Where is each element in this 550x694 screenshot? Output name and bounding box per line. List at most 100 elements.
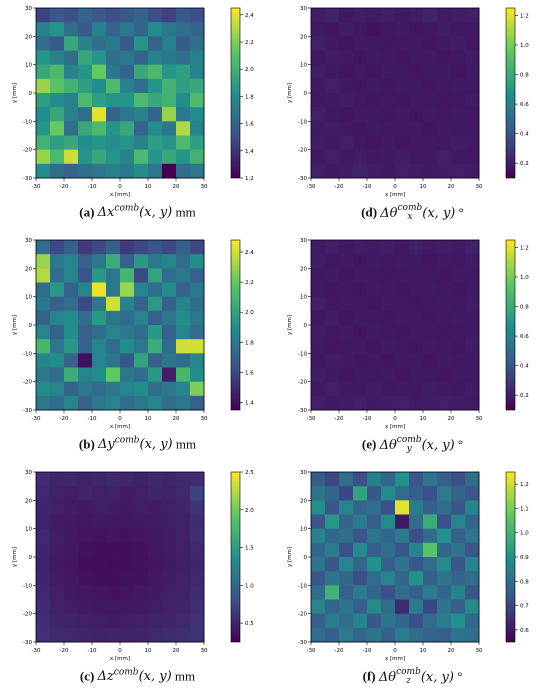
heatmap-cell bbox=[64, 339, 79, 354]
heatmap-cell bbox=[92, 353, 107, 368]
heatmap-cell bbox=[367, 395, 382, 411]
heatmap-cell bbox=[50, 599, 65, 615]
heatmap-cell bbox=[353, 50, 368, 66]
heatmap-cell bbox=[36, 8, 51, 23]
heatmap-cell bbox=[353, 254, 368, 269]
heatmap-cell bbox=[409, 514, 424, 530]
heatmap-cell bbox=[409, 36, 424, 51]
heatmap-cell bbox=[465, 50, 480, 66]
colorbar-tick-label: 1.4 bbox=[245, 400, 254, 406]
heatmap-cell bbox=[92, 254, 107, 269]
y-axis-label: y [mm] bbox=[12, 83, 18, 103]
heatmap-cell bbox=[162, 528, 177, 544]
heatmap-cell bbox=[162, 36, 177, 51]
heatmap-cell bbox=[50, 50, 65, 66]
heatmap-cell bbox=[36, 514, 51, 530]
heatmap-cell bbox=[162, 557, 177, 572]
heatmap-cell bbox=[367, 585, 382, 600]
heatmap-c: -30 -20 -10 0 10 20 30 -30 -20 -10 0 10 20 30 x [mm] y … bbox=[12, 470, 254, 662]
colorbar-tick-label: 0.4 bbox=[520, 364, 529, 370]
heatmap-cell bbox=[423, 296, 438, 312]
heatmap-cell bbox=[64, 557, 79, 572]
heatmap-cell bbox=[120, 395, 135, 411]
y-tick-label: 0 bbox=[29, 555, 33, 561]
heatmap-cell bbox=[353, 381, 368, 397]
heatmap-cell bbox=[78, 149, 93, 165]
heatmap-cell bbox=[36, 486, 51, 501]
heatmap-cell bbox=[409, 395, 424, 411]
x-tick-label: -30 bbox=[307, 416, 316, 422]
heatmap-cell bbox=[437, 107, 452, 122]
heatmap-cell bbox=[353, 514, 368, 530]
heatmap-cell bbox=[437, 254, 452, 269]
heatmap-cell bbox=[395, 121, 410, 136]
y-tick-label: 0 bbox=[304, 323, 308, 329]
heatmap-cell bbox=[190, 585, 205, 600]
heatmap-cell bbox=[353, 36, 368, 51]
heatmap-cell bbox=[423, 240, 438, 255]
heatmap-cell bbox=[437, 163, 452, 179]
heatmap-cell bbox=[134, 310, 149, 326]
heatmap-cell bbox=[36, 339, 51, 354]
colorbar-tick-label: 1.2 bbox=[520, 13, 529, 19]
caption-label: (e) bbox=[361, 436, 380, 452]
colorbar-tick-label: 0.8 bbox=[520, 305, 529, 311]
heatmap-cell bbox=[367, 282, 382, 298]
heatmap-cell bbox=[36, 36, 51, 51]
heatmap-cell bbox=[36, 149, 51, 165]
y-tick-label: -30 bbox=[23, 176, 32, 182]
x-tick-label: -30 bbox=[32, 416, 41, 422]
heatmap-cell bbox=[120, 367, 135, 383]
heatmap-cell bbox=[437, 542, 452, 558]
y-tick-label: -30 bbox=[298, 640, 307, 646]
heatmap-cell bbox=[162, 8, 177, 23]
heatmap-cell bbox=[78, 268, 93, 283]
heatmap-cell bbox=[176, 163, 191, 179]
heatmap-cell bbox=[353, 93, 368, 108]
heatmap-cell bbox=[36, 64, 51, 80]
heatmap-cell bbox=[148, 282, 163, 298]
heatmap-cell bbox=[353, 78, 368, 94]
heatmap-cell bbox=[176, 325, 191, 340]
heatmap-cell bbox=[409, 93, 424, 108]
y-tick-label: -10 bbox=[23, 583, 32, 589]
heatmap-cell bbox=[381, 22, 396, 37]
heatmap-cell bbox=[148, 395, 163, 411]
heatmap-cell bbox=[465, 8, 480, 23]
heatmap-cell bbox=[106, 310, 121, 326]
heatmap-cell bbox=[311, 514, 326, 530]
heatmap-cell bbox=[465, 367, 480, 383]
heatmap-cell bbox=[120, 254, 135, 269]
heatmap-cell bbox=[311, 613, 326, 629]
y-tick-label: -10 bbox=[298, 119, 307, 125]
heatmap-cell bbox=[106, 367, 121, 383]
heatmap-cell bbox=[367, 339, 382, 354]
heatmap-cell bbox=[78, 627, 93, 643]
heatmap-cell bbox=[437, 22, 452, 37]
heatmap-cell bbox=[78, 500, 93, 515]
heatmap-cell bbox=[409, 599, 424, 615]
heatmap-e: -30 -20 -10 0 10 20 30 -30 -20 -10 0 10 20 30 x [mm] y … bbox=[287, 238, 529, 430]
heatmap-cell bbox=[64, 149, 79, 165]
heatmap-cell bbox=[50, 268, 65, 283]
heatmap-cell bbox=[64, 486, 79, 501]
heatmap-cell bbox=[311, 121, 326, 136]
y-tick-label: 30 bbox=[300, 470, 307, 476]
heatmap-cell bbox=[50, 486, 65, 501]
heatmap-cell bbox=[50, 121, 65, 136]
heatmap-cell bbox=[451, 107, 466, 122]
x-axis-label: x [mm] bbox=[110, 656, 130, 662]
heatmap-cell bbox=[190, 8, 205, 23]
heatmap-cell bbox=[367, 557, 382, 572]
heatmap-cell bbox=[162, 381, 177, 397]
y-tick-label: -20 bbox=[298, 612, 307, 618]
heatmap-cell bbox=[92, 542, 107, 558]
heatmap-cell bbox=[437, 500, 452, 515]
heatmap-cell bbox=[325, 149, 340, 165]
heatmap-cell bbox=[311, 325, 326, 340]
heatmap-cell bbox=[106, 282, 121, 298]
heatmap-cell bbox=[190, 135, 205, 151]
heatmap-cell bbox=[120, 381, 135, 397]
heatmap-cell bbox=[395, 514, 410, 530]
x-tick-label: 20 bbox=[448, 416, 455, 422]
